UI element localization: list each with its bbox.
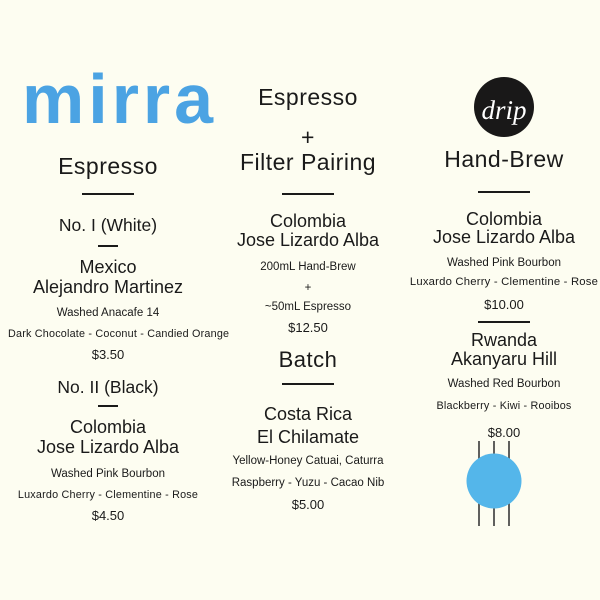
svg-text:drip: drip xyxy=(481,95,526,125)
